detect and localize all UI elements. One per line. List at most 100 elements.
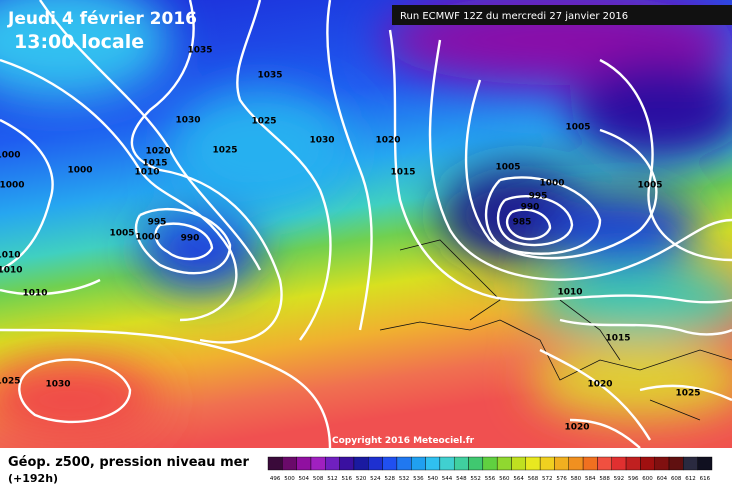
- colorbar-label: 592: [614, 476, 625, 482]
- colorbar-label: 560: [499, 476, 510, 482]
- colorbar-swatch: [382, 456, 398, 471]
- isobar-label: 1035: [187, 46, 212, 56]
- colorbar-label: 528: [384, 476, 395, 482]
- field-title: Géop. z500, pression niveau mer: [8, 455, 249, 470]
- colorbar-label: 564: [513, 476, 524, 482]
- isobar: [464, 79, 658, 260]
- colorbar-label: 552: [470, 476, 481, 482]
- isobar: [485, 176, 602, 255]
- colorbar-label: 544: [442, 476, 453, 482]
- colorbar-swatch: [425, 456, 441, 471]
- colorbar-label: 532: [399, 476, 410, 482]
- isobar-label: 1020: [564, 423, 589, 433]
- colorbar-swatch: [640, 456, 655, 471]
- colorbar-swatch: [539, 456, 555, 471]
- isobar-label: 990: [181, 234, 200, 244]
- colorbar-label: 580: [571, 476, 582, 482]
- isobar-label: 1020: [587, 380, 612, 390]
- coastline: [379, 239, 732, 421]
- isobar-label: 1000: [135, 233, 160, 243]
- colorbar-swatch: [683, 456, 698, 471]
- isobar-label: 1005: [565, 123, 590, 133]
- colorbar-label: 600: [642, 476, 653, 482]
- colorbar-swatch: [368, 456, 383, 471]
- colorbar-label: 548: [456, 476, 467, 482]
- colorbar-swatch: [468, 456, 484, 471]
- isobar: [326, 0, 373, 331]
- isobar-label: 1015: [605, 334, 630, 344]
- isobar-label: 1000: [0, 151, 21, 161]
- colorbar-swatch: [267, 456, 283, 471]
- colorbar-label: 596: [628, 476, 639, 482]
- colorbar-swatch: [496, 456, 512, 471]
- colorbar-swatch: [482, 456, 498, 471]
- colorbar-label: 584: [585, 476, 596, 482]
- colorbar-label: 500: [284, 476, 295, 482]
- colorbar-label: 540: [427, 476, 438, 482]
- isobar-label: 1005: [495, 163, 520, 173]
- isobar-label: 1010: [0, 251, 21, 261]
- isobar: [39, 0, 262, 271]
- copyright: Copyright 2016 Meteociel.fr: [332, 436, 475, 446]
- colorbar-swatch: [554, 456, 569, 471]
- isobar-label: 1020: [145, 147, 170, 157]
- isobar-label: 1020: [375, 136, 400, 146]
- isobar-label: 1010: [134, 168, 159, 178]
- isobar: [559, 318, 732, 336]
- isobar-label: 1030: [45, 380, 70, 390]
- lead-time: (+192h): [8, 472, 58, 485]
- isobar: [569, 418, 641, 449]
- isobar-label: 995: [529, 192, 548, 202]
- isobar: [599, 58, 732, 262]
- isobar-label: 1015: [390, 168, 415, 178]
- colorbar-label: 496: [270, 476, 281, 482]
- colorbar-label: 612: [685, 476, 696, 482]
- isobar: [18, 358, 132, 424]
- colorbar-label: 616: [700, 476, 711, 482]
- time-title: 13:00 locale: [14, 31, 144, 53]
- colorbar-label: 524: [370, 476, 381, 482]
- colorbar-swatch: [582, 456, 598, 471]
- isobar: [130, 0, 283, 344]
- isobar-label: 1010: [557, 288, 582, 298]
- isobar-label: 1015: [142, 159, 167, 169]
- colorbar-label: 512: [327, 476, 338, 482]
- colorbar-swatch: [697, 456, 713, 471]
- isobar-label: 985: [513, 218, 532, 228]
- colorbar-label: 556: [485, 476, 496, 482]
- colorbar-swatch: [439, 456, 455, 471]
- colorbar-label: 516: [342, 476, 353, 482]
- isobar-label: 1025: [675, 389, 700, 399]
- isobar: [0, 278, 101, 296]
- colorbar-label: 576: [556, 476, 567, 482]
- isobar: [0, 58, 238, 322]
- isobar-label: 995: [148, 218, 167, 228]
- colorbar-swatch: [668, 456, 684, 471]
- colorbar-label: 588: [599, 476, 610, 482]
- colorbar-swatch: [611, 456, 627, 471]
- isobar: [0, 118, 54, 272]
- colorbar-label: 604: [657, 476, 668, 482]
- colorbar-swatch: [625, 456, 641, 471]
- isobar: [539, 348, 652, 441]
- isobar-label: 1010: [22, 289, 47, 299]
- run-banner: [392, 5, 732, 25]
- colorbar-swatch: [296, 456, 312, 471]
- isobar: [496, 195, 574, 247]
- colorbar-swatch: [411, 456, 426, 471]
- colorbar-swatch: [453, 456, 469, 471]
- colorbar: 496 500 504 508 512 516 520 524 528 532 536 540 544 5…: [267, 456, 713, 482]
- isobar-label: 1010: [0, 266, 23, 276]
- isobar: [154, 222, 214, 261]
- colorbar-label: 536: [413, 476, 424, 482]
- colorbar-swatch: [310, 456, 326, 471]
- run-text: Run ECMWF 12Z du mercredi 27 janvier 201…: [400, 11, 628, 22]
- colorbar-swatch: [654, 456, 670, 471]
- colorbar-swatch: [597, 456, 612, 471]
- isobar-label: 1035: [257, 71, 282, 81]
- colorbar-swatch: [282, 456, 297, 471]
- isobar-label: 1025: [251, 117, 276, 127]
- isobar-label: 1000: [539, 179, 564, 189]
